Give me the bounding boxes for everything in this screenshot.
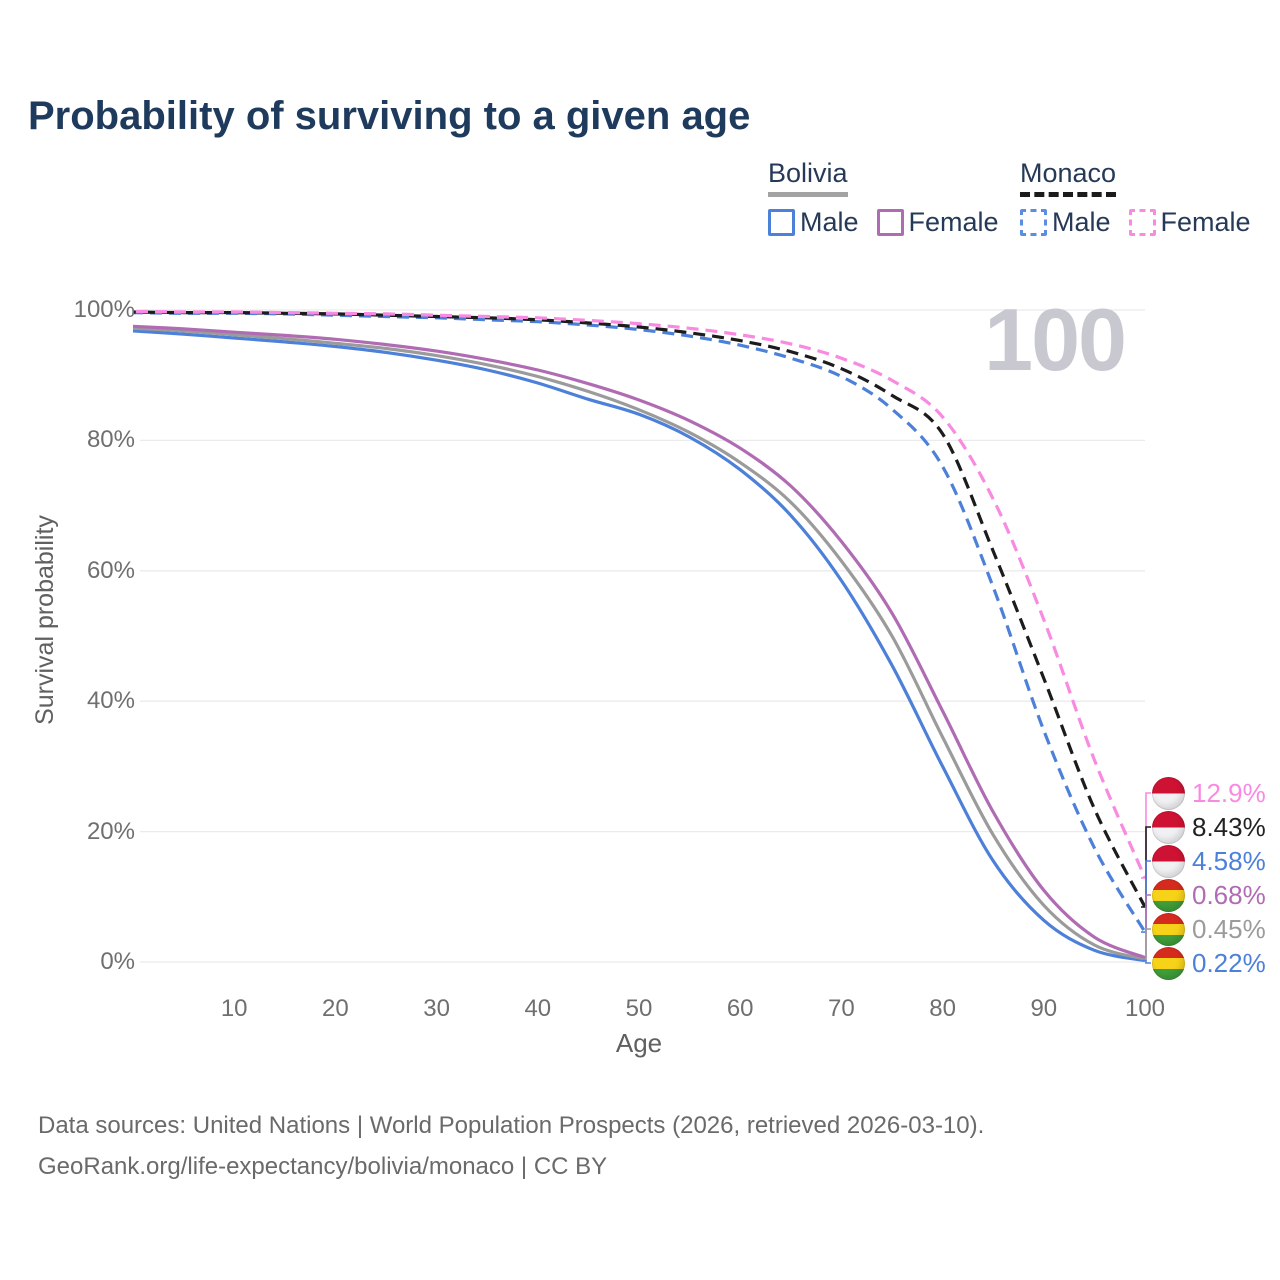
series-end-value: 0.45%	[1192, 914, 1266, 944]
series-end-value: 0.22%	[1192, 948, 1266, 978]
legend-group-monaco: Monaco Male Female	[1020, 158, 1251, 238]
data-sources-text: Data sources: United Nations | World Pop…	[38, 1112, 985, 1139]
legend-swatch-icon	[876, 209, 904, 236]
monaco-flag-icon	[1152, 811, 1185, 844]
x-axis-tick: 80	[929, 995, 956, 1022]
legend-items: Male Female	[1020, 207, 1251, 238]
monaco-flag-icon	[1152, 777, 1185, 810]
series-end-value: 0.68%	[1192, 880, 1266, 910]
y-axis-tick: 60%	[86, 556, 135, 584]
series-line-bolivia-female[interactable]	[132, 324, 1146, 960]
legend-item-label: Male	[1052, 207, 1111, 237]
y-axis-tick: 80%	[86, 426, 135, 454]
series-end-value: 8.43%	[1192, 812, 1266, 842]
legend-item-label: Female	[1160, 207, 1251, 237]
page-title: Probability of surviving to a given age	[28, 94, 751, 138]
legend-item-label: Male	[800, 207, 859, 237]
x-axis-tick: 30	[423, 995, 450, 1022]
series-end-value: 4.58%	[1192, 846, 1266, 876]
x-axis-tick: 10	[220, 995, 248, 1022]
series-end-value: 12.9%	[1192, 778, 1266, 808]
x-axis-tick: 70	[828, 995, 855, 1022]
legend-item-bolivia-male[interactable]: Male	[768, 207, 859, 238]
y-axis-tick: 0%	[100, 948, 135, 975]
x-axis-tick: 40	[524, 995, 552, 1022]
legend-country-label: Monaco	[1020, 158, 1117, 197]
bolivia-flag-icon	[1152, 879, 1185, 912]
y-axis-tick: 40%	[86, 687, 135, 715]
y-axis-tick: 100%	[73, 296, 135, 323]
y-axis-tick: 20%	[86, 817, 135, 845]
label-connector	[1141, 959, 1151, 964]
bolivia-flag-icon	[1152, 913, 1185, 946]
legend-swatch-icon	[1128, 209, 1156, 236]
series-line-bolivia-male[interactable]	[132, 329, 1146, 963]
series-line-bolivia-both-sexes[interactable]	[132, 326, 1146, 961]
x-axis-tick: 90	[1030, 995, 1058, 1022]
x-axis-title: Age	[615, 1028, 663, 1058]
legend-country-label: Bolivia	[768, 158, 848, 197]
series-line-monaco-male[interactable]	[132, 311, 1147, 933]
x-axis-tick: 100	[1124, 995, 1166, 1022]
bolivia-flag-icon	[1152, 947, 1185, 980]
legend-group-bolivia: Bolivia Male Female	[768, 158, 999, 238]
legend-swatch-icon	[1020, 209, 1047, 236]
legend-items: Male Female	[768, 207, 999, 238]
legend-swatch-icon	[768, 209, 795, 236]
monaco-flag-icon	[1152, 845, 1185, 878]
label-connector	[1141, 928, 1151, 960]
legend-item-monaco-male[interactable]: Male	[1020, 207, 1111, 238]
age-watermark: 100	[984, 290, 1127, 389]
footer: Data sources: United Nations | World Pop…	[38, 1105, 1188, 1187]
legend-item-label: Female	[908, 207, 999, 237]
x-axis-tick: 60	[726, 995, 754, 1022]
series-line-monaco-female[interactable]	[132, 309, 1147, 879]
legend-item-bolivia-female[interactable]: Female	[876, 207, 999, 238]
legend-item-monaco-female[interactable]: Female	[1128, 207, 1251, 238]
y-axis-title: Survival probability	[31, 515, 59, 725]
attribution-text: GeoRank.org/life-expectancy/bolivia/mona…	[38, 1153, 608, 1180]
label-connector	[1141, 894, 1151, 959]
x-axis-tick: 20	[322, 995, 349, 1022]
x-axis-tick: 50	[625, 995, 653, 1022]
